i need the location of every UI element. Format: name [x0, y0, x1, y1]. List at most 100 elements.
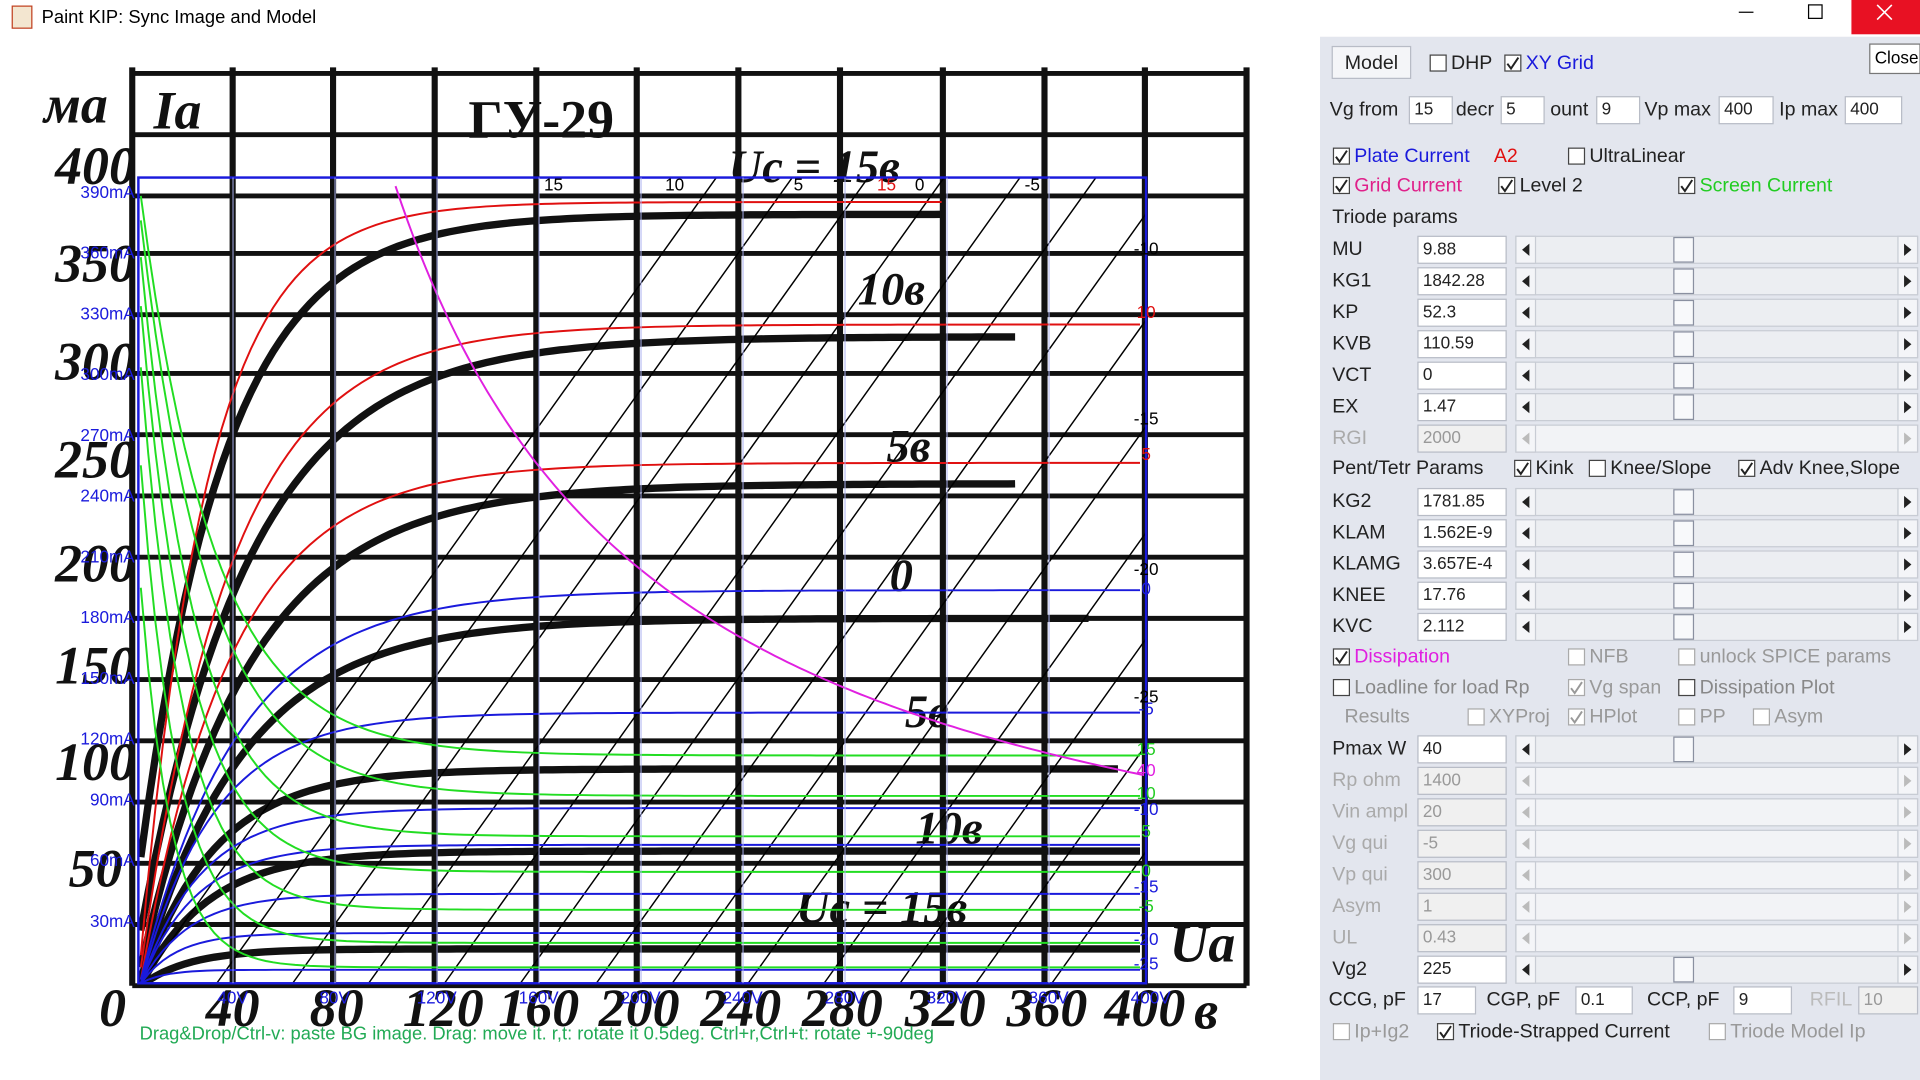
slider-thumb[interactable] — [1673, 520, 1695, 547]
slider-track[interactable] — [1515, 330, 1919, 359]
text-field[interactable] — [1417, 330, 1507, 359]
section-heading: Triode params — [1332, 206, 1458, 228]
curve-label: -5 — [1025, 175, 1040, 195]
text-field[interactable] — [1417, 986, 1477, 1015]
checkbox[interactable] — [1678, 678, 1696, 697]
slider-thumb[interactable] — [1673, 551, 1695, 578]
scan-y-unit: ма — [42, 75, 108, 135]
checkbox[interactable] — [1504, 54, 1522, 72]
scan-tube-name: ГУ-29 — [468, 89, 614, 149]
text-field — [1417, 424, 1507, 453]
maximize-button[interactable] — [1807, 4, 1823, 19]
close-button[interactable] — [1851, 0, 1920, 35]
slider-thumb[interactable] — [1673, 614, 1695, 640]
text-field[interactable] — [1408, 96, 1453, 125]
scan-x-symbol: Ua — [1170, 913, 1236, 973]
scan-x-unit: в — [1194, 981, 1218, 1041]
blue-curve — [139, 807, 1140, 984]
checkbox[interactable] — [1738, 459, 1756, 477]
slider-thumb[interactable] — [1673, 736, 1695, 763]
slider-track[interactable] — [1515, 519, 1919, 548]
slider-track[interactable] — [1515, 612, 1919, 642]
scan-x-label: 160 — [498, 978, 579, 1038]
checkbox[interactable] — [1429, 54, 1447, 72]
slider-track[interactable] — [1515, 735, 1919, 764]
text-field[interactable] — [1844, 96, 1903, 125]
load-line — [823, 531, 1147, 984]
slider-thumb[interactable] — [1673, 956, 1695, 983]
label: CGP, pF — [1487, 989, 1561, 1011]
y-tick-label: 150mA — [80, 668, 135, 688]
checkbox[interactable] — [1436, 1023, 1455, 1041]
slider-thumb[interactable] — [1673, 362, 1695, 389]
slider-thumb[interactable] — [1673, 489, 1695, 515]
y-tick-label: 360mA — [80, 243, 135, 263]
field-value: 40 — [1423, 738, 1442, 758]
slider-thumb[interactable] — [1673, 236, 1695, 263]
checkbox-label: Kink — [1536, 457, 1574, 479]
scan-x-label: 320 — [904, 978, 986, 1038]
checkbox[interactable] — [1678, 176, 1696, 195]
text-field[interactable] — [1417, 735, 1507, 764]
scan-curve — [138, 614, 1089, 981]
slider-track[interactable] — [1515, 393, 1919, 422]
checkbox[interactable] — [1514, 459, 1532, 477]
text-field[interactable] — [1733, 986, 1793, 1015]
checkbox[interactable] — [1567, 147, 1586, 165]
checkbox — [1678, 648, 1696, 666]
slider-track — [1515, 924, 1919, 953]
scan-y-label: 350 — [54, 234, 136, 294]
slider-track[interactable] — [1515, 267, 1919, 296]
text-field[interactable] — [1596, 96, 1641, 125]
scan-curve — [138, 765, 1118, 984]
checkmark — [1439, 1025, 1452, 1039]
slider-track[interactable] — [1515, 235, 1919, 264]
scan-x-label: 80 — [310, 978, 364, 1038]
text-field[interactable] — [1500, 96, 1545, 125]
text-field[interactable] — [1417, 955, 1507, 984]
slider-track[interactable] — [1515, 487, 1919, 517]
scan-x-label: 360 — [1006, 978, 1088, 1038]
slider-thumb[interactable] — [1673, 331, 1695, 358]
checkbox-label: Plate Current — [1354, 145, 1470, 167]
checkbox[interactable] — [1332, 176, 1351, 195]
slider-thumb[interactable] — [1673, 582, 1695, 609]
field-value: 9 — [1602, 99, 1612, 119]
curve-label: -5 — [1139, 699, 1154, 719]
checkbox[interactable] — [1332, 678, 1351, 697]
text-field[interactable] — [1417, 487, 1507, 517]
slider-track[interactable] — [1515, 550, 1919, 579]
checkbox[interactable] — [1332, 648, 1351, 666]
text-field[interactable] — [1718, 96, 1774, 125]
slider-track[interactable] — [1515, 581, 1919, 610]
text-field[interactable] — [1417, 519, 1507, 548]
y-tick-label: 90mA — [90, 789, 135, 809]
text-field[interactable] — [1417, 393, 1507, 422]
model-button[interactable] — [1331, 45, 1412, 79]
param-label: Rp ohm — [1332, 769, 1401, 791]
checkbox-label: Loadline for load Rp — [1354, 676, 1529, 698]
checkbox[interactable] — [1332, 147, 1351, 165]
slider-track[interactable] — [1515, 361, 1919, 390]
blue-curve — [139, 843, 1140, 984]
checkbox — [1467, 708, 1485, 726]
checkbox[interactable] — [1588, 459, 1606, 477]
param-label: Vg qui — [1332, 832, 1388, 854]
slider-track[interactable] — [1515, 298, 1919, 327]
slider-track[interactable] — [1515, 955, 1919, 984]
text-field[interactable] — [1417, 550, 1507, 579]
text-field[interactable] — [1417, 581, 1507, 610]
text-field[interactable] — [1417, 235, 1507, 264]
slider-thumb[interactable] — [1673, 299, 1695, 326]
param-label: KNEE — [1332, 584, 1385, 606]
text-field[interactable] — [1417, 612, 1507, 642]
text-field[interactable] — [1417, 298, 1507, 327]
slider-thumb[interactable] — [1673, 394, 1695, 420]
checkbox[interactable] — [1498, 176, 1516, 195]
text-field[interactable] — [1575, 986, 1633, 1015]
text-field[interactable] — [1417, 361, 1507, 390]
checkbox-label: Asym — [1774, 706, 1823, 728]
text-field[interactable] — [1417, 267, 1507, 296]
slider-thumb[interactable] — [1673, 268, 1695, 295]
curve-label: 15 — [544, 175, 563, 195]
